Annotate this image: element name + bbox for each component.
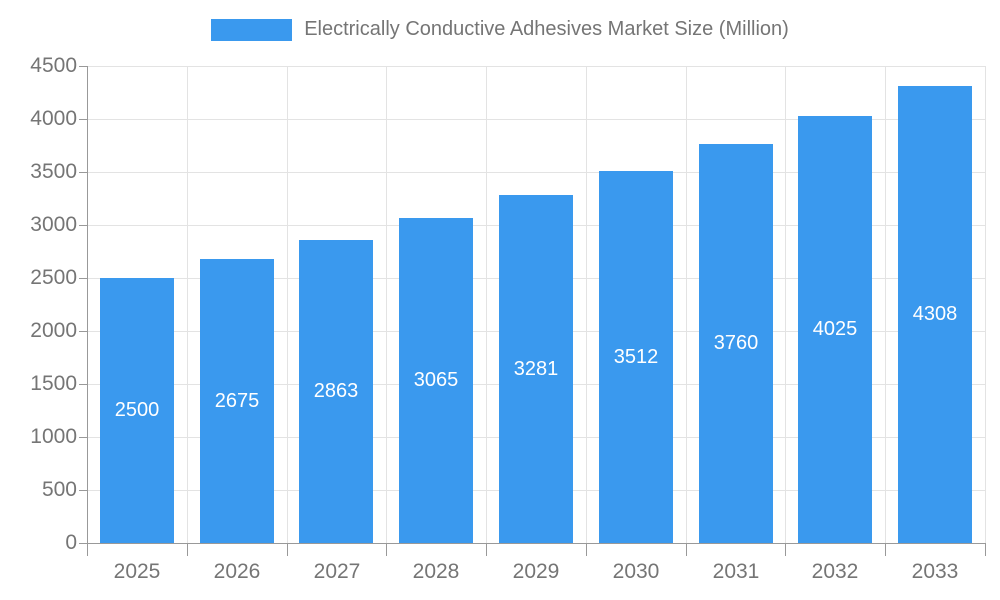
y-grid-line [87,66,985,67]
bar[interactable]: 2675 [200,259,274,543]
bar-value-label: 2863 [313,380,359,402]
bar-value-label: 2675 [214,389,260,412]
x-axis-label: 2032 [811,560,859,583]
y-axis-label: 4000 [30,107,77,130]
x-grid-line [885,66,886,543]
x-grid-line [785,66,786,543]
bar-value-label: 3760 [713,332,759,354]
legend-swatch [211,18,293,41]
x-grid-line [486,66,487,543]
y-axis-label: 4500 [30,54,77,77]
y-axis-label: 2500 [30,266,77,289]
x-axis-tick [885,543,886,556]
y-axis-line [87,66,88,543]
x-axis-label: 2025 [113,560,161,583]
x-axis-tick [785,543,786,556]
x-axis-tick [187,543,188,556]
y-axis-tick [79,172,87,173]
x-axis-tick [686,543,687,556]
y-axis-label: 3000 [30,213,77,236]
y-axis-label: 1000 [30,425,77,448]
y-axis-tick [79,384,87,385]
y-axis-label: 0 [65,531,77,554]
y-axis-label: 500 [41,478,77,501]
bar[interactable]: 3281 [499,195,573,543]
x-axis-label: 2028 [412,560,460,583]
x-grid-line [287,66,288,543]
x-grid-line [386,66,387,543]
y-grid-line [87,119,985,120]
x-axis-tick [486,543,487,556]
bar[interactable]: 2500 [100,278,174,543]
bar-value-label: 3065 [413,369,459,391]
y-axis-tick [79,331,87,332]
y-axis-label: 2000 [30,319,77,342]
bar-value-label: 4308 [912,303,958,325]
x-axis-tick [287,543,288,556]
bar[interactable]: 4025 [798,116,872,543]
x-axis-label: 2027 [313,560,361,583]
x-axis-tick [586,543,587,556]
x-axis-label: 2030 [612,560,660,583]
x-grid-line [686,66,687,543]
y-axis-label: 3500 [30,160,77,183]
x-axis-tick [985,543,986,556]
x-grid-line [586,66,587,543]
y-axis-tick [79,490,87,491]
x-axis-tick [87,543,88,556]
x-axis-label: 2033 [911,560,959,583]
y-axis-tick [79,437,87,438]
bar[interactable]: 3760 [699,144,773,543]
bar[interactable]: 3065 [399,218,473,543]
x-axis-label: 2029 [512,560,560,583]
y-axis-label: 1500 [30,372,77,395]
bar[interactable]: 3512 [599,171,673,543]
legend-label: Electrically Conductive Adhesives Market… [304,18,789,40]
y-grid-line [87,172,985,173]
bar-value-label: 2500 [114,399,160,421]
y-axis-tick [79,278,87,279]
x-axis-tick [386,543,387,556]
y-axis-tick [79,225,87,226]
bar-value-label: 4025 [812,318,858,340]
x-axis-line [79,543,985,544]
bar[interactable]: 4308 [898,86,972,543]
bar-value-label: 3512 [613,345,659,368]
y-axis-tick [79,66,87,67]
bar-value-label: 3281 [513,357,559,380]
x-axis-label: 2031 [712,560,760,583]
x-grid-line [985,66,986,543]
x-axis-label: 2026 [213,560,261,583]
y-axis-tick [79,119,87,120]
bar[interactable]: 2863 [299,240,373,543]
legend-item[interactable]: Electrically Conductive Adhesives Market… [0,18,1000,41]
x-grid-line [187,66,188,543]
